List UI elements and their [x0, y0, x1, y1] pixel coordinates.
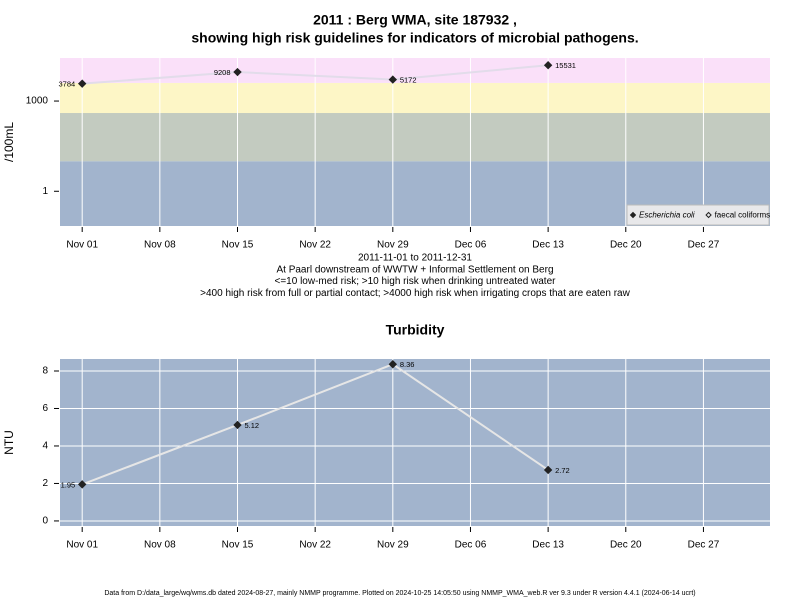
risk-band [60, 82, 770, 114]
y-tick-label: 4 [42, 441, 48, 452]
risk-band [60, 113, 770, 162]
x-tick-label: Dec 06 [455, 240, 487, 251]
x-tick-label: Nov 22 [299, 240, 331, 251]
legend-label: faecal coliforms [715, 211, 771, 220]
x-tick-label: Nov 15 [222, 540, 254, 551]
x-tick-label: Nov 29 [377, 240, 409, 251]
data-label: 2.72 [555, 466, 570, 475]
x-tick-label: Nov 01 [66, 540, 98, 551]
x-tick-label: Dec 13 [532, 240, 564, 251]
data-point [233, 67, 242, 77]
data-label: 8.36 [400, 360, 415, 369]
data-point [77, 79, 87, 88]
subtitle: 2011-11-01 to 2011-12-31 [358, 253, 472, 264]
chart-title: 2011 : Berg WMA, site 187932 , [313, 12, 517, 28]
y-tick-label: 2 [42, 478, 48, 489]
data-label: 15531 [555, 61, 576, 70]
data-point [388, 75, 398, 84]
x-tick-label: Nov 15 [222, 240, 254, 251]
subtitle: <=10 low-med risk; >10 high risk when dr… [275, 276, 557, 287]
series-line [81, 363, 549, 486]
risk-band [60, 58, 770, 83]
subtitle: >400 high risk from full or partial cont… [200, 288, 630, 299]
y-axis-label: NTU [2, 430, 16, 455]
chart-title: showing high risk guidelines for indicat… [191, 30, 638, 46]
y-tick-label: 8 [42, 366, 48, 377]
data-point [388, 360, 398, 369]
data-label: 9208 [214, 68, 231, 77]
footer: Data from D:/data_large/wq/wms.db dated … [104, 590, 695, 597]
x-tick-label: Nov 22 [299, 540, 331, 551]
data-label: 5.12 [245, 421, 260, 430]
legend-box [626, 204, 770, 226]
plot-background [60, 359, 770, 526]
data-label: 5172 [400, 76, 417, 85]
data-point [543, 61, 553, 70]
x-tick-label: Nov 29 [377, 540, 409, 551]
x-tick-label: Nov 08 [144, 240, 176, 251]
y-axis-label: /100mL [2, 122, 16, 162]
x-tick-label: Dec 13 [532, 540, 564, 551]
data-label: 1.95 [61, 480, 76, 489]
series-line [82, 64, 549, 85]
x-tick-label: Dec 20 [610, 540, 642, 551]
legend-marker [629, 211, 637, 219]
x-tick-label: Dec 27 [688, 540, 720, 551]
data-label: 3784 [59, 80, 76, 89]
x-tick-label: Nov 01 [66, 240, 98, 251]
x-tick-label: Dec 06 [455, 540, 487, 551]
chart-title: Turbidity [386, 322, 445, 338]
x-tick-label: Dec 20 [610, 240, 642, 251]
data-point [543, 465, 553, 475]
y-tick-label: 1 [42, 186, 48, 197]
x-tick-label: Dec 27 [688, 240, 720, 251]
x-tick-label: Nov 08 [144, 540, 176, 551]
y-tick-label: 0 [42, 516, 48, 527]
y-tick-label: 1000 [26, 96, 49, 107]
legend-marker [705, 211, 712, 219]
data-point [77, 480, 87, 489]
data-point [233, 420, 242, 430]
legend-label: Escherichia coli [639, 211, 695, 220]
y-tick-label: 6 [42, 403, 48, 414]
subtitle: At Paarl downstream of WWTW + Informal S… [276, 264, 553, 275]
